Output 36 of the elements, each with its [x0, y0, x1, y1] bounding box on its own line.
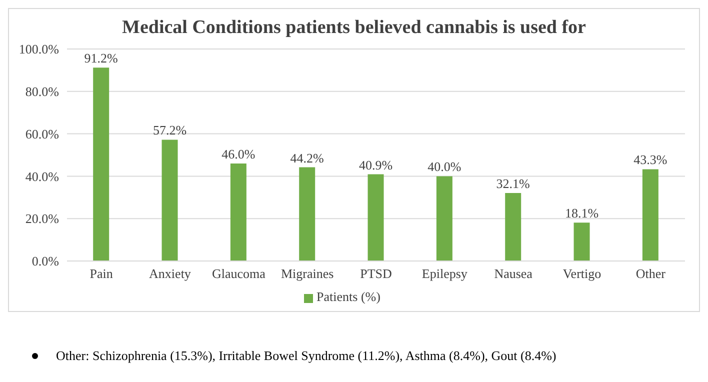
text: 40.0%: [428, 159, 462, 174]
y-tick-label: 40.0%: [25, 168, 60, 184]
x-tick-label: Other: [636, 266, 666, 282]
bar: [505, 192, 522, 261]
y-tick-label: 0.0%: [32, 254, 60, 269]
bar: [93, 68, 110, 261]
x-tick-label: Epilepsy: [422, 266, 468, 282]
x-tick-label: Vertigo: [562, 266, 602, 282]
text: 40.9%: [358, 157, 393, 172]
text: 18.1%: [564, 206, 599, 221]
y-tick-label: 80.0%: [25, 84, 60, 100]
text: 44.2%: [290, 150, 324, 166]
text: 57.2%: [152, 122, 187, 138]
bar: [436, 176, 452, 261]
x-tick-label: PTSD: [360, 266, 392, 282]
x-tick-label: Anxiety: [149, 266, 192, 282]
bar: [368, 174, 384, 261]
text: Other: Schizophrenia (15.3%), Irritable Bowel Syndrome (11.2%), Asthma (8.4%), Gout (8.4%): [56, 348, 556, 364]
text: 46.0%: [222, 146, 256, 162]
bar: [574, 222, 590, 261]
bar: [162, 140, 178, 261]
bar: [230, 163, 246, 261]
text: 32.1%: [496, 176, 530, 191]
text: 91.2%: [84, 50, 118, 66]
chart-title: Medical Conditions patients believed cannabis is used for: [121, 17, 587, 39]
bar: [299, 167, 316, 261]
bar: [642, 169, 658, 261]
y-tick-label: 60.0%: [25, 126, 60, 142]
x-tick-label: Pain: [90, 266, 114, 282]
x-tick-label: Glaucoma: [212, 266, 266, 282]
y-tick-label: 100.0%: [18, 42, 60, 57]
y-tick-label: 20.0%: [25, 211, 60, 226]
text: 43.3%: [634, 152, 668, 168]
legend-label: Patients (%): [316, 289, 380, 304]
x-tick-label: Migraines: [280, 266, 334, 282]
x-tick-label: Nausea: [494, 266, 533, 282]
